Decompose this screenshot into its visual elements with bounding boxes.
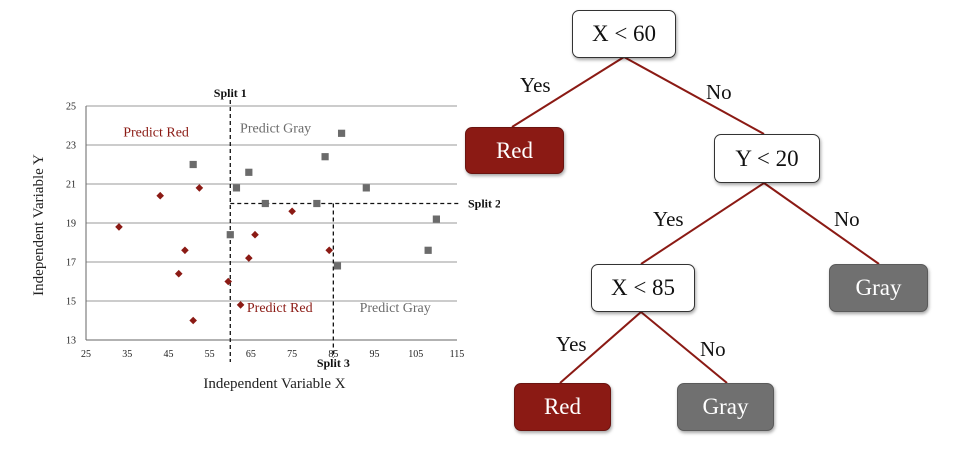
gray-square-point bbox=[362, 184, 370, 192]
red-diamond-point bbox=[224, 277, 233, 286]
gray-square-point bbox=[226, 231, 234, 239]
x-tick-label: 115 bbox=[450, 349, 465, 360]
edge-label-x85-no: No bbox=[700, 337, 726, 361]
gray-square-point bbox=[333, 262, 342, 270]
y-tick-label: 21 bbox=[66, 180, 76, 191]
edge-label-x85-yes: Yes bbox=[556, 332, 587, 356]
x-tick-label: 105 bbox=[408, 349, 423, 360]
red-diamond-point bbox=[236, 301, 245, 309]
y-tick-label: 15 bbox=[66, 297, 76, 308]
scatter-plot: 131517192123252535455565758595105115Inde… bbox=[31, 86, 500, 392]
red-diamond-point bbox=[251, 230, 259, 239]
x-tick-label: 75 bbox=[287, 349, 297, 360]
gray-square-point bbox=[337, 129, 346, 137]
split-2-label: Split 2 bbox=[468, 197, 500, 211]
edge-root-yes bbox=[511, 56, 625, 128]
gray-square-point bbox=[261, 199, 269, 208]
leaf-gray-2: Gray bbox=[677, 383, 774, 431]
y-tick-label: 19 bbox=[66, 219, 76, 230]
node-x-lt-85: X < 85 bbox=[591, 264, 695, 312]
node-x-lt-60: X < 60 bbox=[572, 10, 676, 58]
gray-square-point bbox=[321, 153, 329, 161]
red-diamond-point bbox=[156, 191, 164, 200]
gray-square-point bbox=[424, 246, 432, 254]
gray-square-point bbox=[432, 215, 440, 223]
y-tick-label: 13 bbox=[66, 336, 76, 347]
split-1-label: Split 1 bbox=[214, 86, 247, 100]
x-tick-label: 65 bbox=[246, 349, 256, 360]
gray-square-point bbox=[245, 168, 253, 176]
edge-x85-yes bbox=[559, 311, 642, 384]
y-tick-label: 17 bbox=[66, 258, 76, 269]
gray-square-point bbox=[189, 160, 197, 169]
region-label: Predict Gray bbox=[240, 121, 311, 136]
red-diamond-point bbox=[189, 316, 197, 325]
x-tick-label: 35 bbox=[122, 349, 132, 360]
leaf-gray-1: Gray bbox=[829, 264, 928, 312]
gray-square-point bbox=[313, 199, 321, 208]
edge-label-y20-no: No bbox=[834, 207, 860, 231]
split-3-label: Split 3 bbox=[317, 356, 350, 370]
node-y-lt-20: Y < 20 bbox=[714, 134, 820, 183]
y-tick-label: 25 bbox=[66, 102, 76, 113]
edge-x85-no bbox=[640, 311, 728, 384]
red-diamond-point bbox=[325, 246, 334, 255]
region-label: Predict Gray bbox=[360, 301, 431, 316]
edge-label-root-no: No bbox=[706, 80, 732, 104]
edge-y20-yes bbox=[640, 182, 765, 265]
y-axis-title: Independent Variable Y bbox=[31, 154, 47, 296]
edge-label-y20-yes: Yes bbox=[653, 207, 684, 231]
edge-y20-no bbox=[763, 182, 880, 265]
red-diamond-point bbox=[245, 254, 253, 262]
red-diamond-point bbox=[195, 184, 204, 192]
gray-square-point bbox=[232, 184, 241, 192]
red-diamond-point bbox=[115, 223, 123, 231]
x-tick-label: 55 bbox=[205, 349, 215, 360]
red-diamond-point bbox=[181, 246, 189, 255]
red-diamond-point bbox=[288, 207, 296, 216]
edge-label-root-yes: Yes bbox=[520, 73, 551, 97]
x-tick-label: 45 bbox=[163, 349, 173, 360]
red-diamond-point bbox=[174, 269, 183, 278]
x-axis-title: Independent Variable X bbox=[203, 376, 345, 392]
y-tick-label: 23 bbox=[66, 141, 76, 152]
region-label: Predict Red bbox=[247, 301, 313, 316]
leaf-red-2: Red bbox=[514, 383, 611, 431]
edge-root-no bbox=[623, 56, 765, 135]
x-tick-label: 25 bbox=[81, 349, 91, 360]
leaf-red-1: Red bbox=[465, 127, 564, 174]
region-label: Predict Red bbox=[123, 125, 189, 140]
x-tick-label: 95 bbox=[370, 349, 380, 360]
